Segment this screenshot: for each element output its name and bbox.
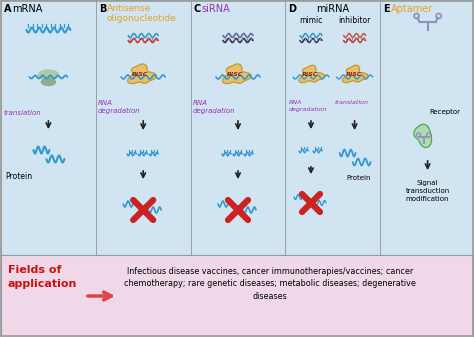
Text: Aptamer: Aptamer <box>391 4 433 14</box>
Text: RISC: RISC <box>132 71 148 76</box>
Ellipse shape <box>41 79 55 86</box>
FancyBboxPatch shape <box>1 255 473 337</box>
Text: RNA: RNA <box>288 100 301 105</box>
Text: Receptor: Receptor <box>429 109 461 115</box>
Text: B: B <box>99 4 106 14</box>
Text: D: D <box>288 4 296 14</box>
Text: mimic: mimic <box>299 16 323 25</box>
Text: C: C <box>193 4 201 14</box>
Text: mRNA: mRNA <box>12 4 42 14</box>
Text: inhibitor: inhibitor <box>338 16 371 25</box>
Text: translation: translation <box>4 110 42 116</box>
FancyBboxPatch shape <box>191 0 285 255</box>
FancyBboxPatch shape <box>380 0 474 255</box>
Polygon shape <box>128 64 156 84</box>
Text: Signal
transduction
modification: Signal transduction modification <box>405 180 450 202</box>
Text: application: application <box>8 279 77 289</box>
Text: oligonucleotide: oligonucleotide <box>107 14 177 23</box>
Text: RISC: RISC <box>302 71 318 76</box>
Text: translation: translation <box>335 100 369 105</box>
FancyBboxPatch shape <box>285 0 380 255</box>
Text: siRNA: siRNA <box>201 4 230 14</box>
Text: degradation: degradation <box>288 107 327 112</box>
Text: degradation: degradation <box>192 108 235 114</box>
Text: A: A <box>4 4 11 14</box>
FancyBboxPatch shape <box>96 0 191 255</box>
Text: Protein: Protein <box>5 172 32 181</box>
Ellipse shape <box>38 70 58 80</box>
FancyBboxPatch shape <box>1 0 96 255</box>
Polygon shape <box>222 64 251 84</box>
Text: RNA: RNA <box>98 100 113 106</box>
Polygon shape <box>343 65 368 83</box>
Text: miRNA: miRNA <box>316 4 349 14</box>
Text: degradation: degradation <box>98 108 140 114</box>
Text: Protein: Protein <box>346 175 371 181</box>
Polygon shape <box>299 65 324 83</box>
Text: Antisense: Antisense <box>107 4 151 13</box>
Text: Infectious disease vaccines, cancer immunotherapies/vaccines; cancer
chemotherap: Infectious disease vaccines, cancer immu… <box>124 267 416 301</box>
Text: RISC: RISC <box>227 71 243 76</box>
Text: E: E <box>383 4 390 14</box>
Text: Fields of: Fields of <box>8 265 62 275</box>
Text: RISC: RISC <box>346 71 362 76</box>
Polygon shape <box>414 124 432 148</box>
Text: RNA: RNA <box>192 100 208 106</box>
